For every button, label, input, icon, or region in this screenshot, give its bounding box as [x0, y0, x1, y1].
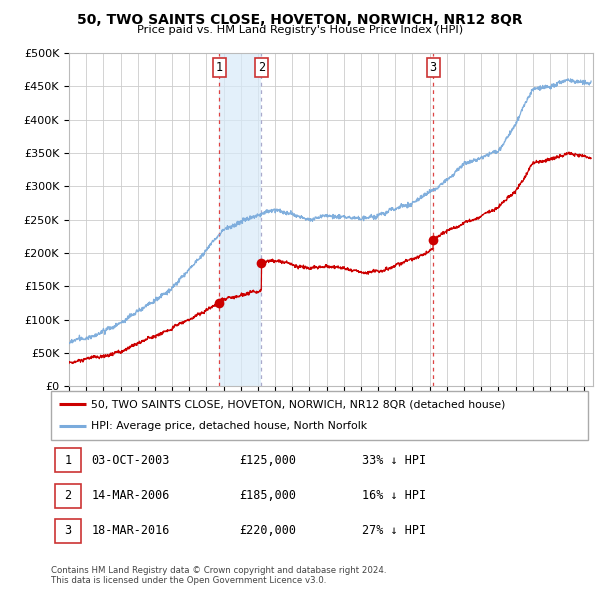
Text: Price paid vs. HM Land Registry's House Price Index (HPI): Price paid vs. HM Land Registry's House … — [137, 25, 463, 35]
FancyBboxPatch shape — [55, 519, 80, 543]
FancyBboxPatch shape — [51, 391, 588, 440]
Text: 18-MAR-2016: 18-MAR-2016 — [91, 525, 170, 537]
Text: 3: 3 — [64, 525, 71, 537]
Text: 33% ↓ HPI: 33% ↓ HPI — [362, 454, 427, 467]
Text: 50, TWO SAINTS CLOSE, HOVETON, NORWICH, NR12 8QR (detached house): 50, TWO SAINTS CLOSE, HOVETON, NORWICH, … — [91, 399, 506, 409]
Text: £185,000: £185,000 — [239, 489, 296, 502]
Text: 03-OCT-2003: 03-OCT-2003 — [91, 454, 170, 467]
Text: HPI: Average price, detached house, North Norfolk: HPI: Average price, detached house, Nort… — [91, 421, 367, 431]
Text: £125,000: £125,000 — [239, 454, 296, 467]
Text: Contains HM Land Registry data © Crown copyright and database right 2024.
This d: Contains HM Land Registry data © Crown c… — [51, 566, 386, 585]
Text: 3: 3 — [430, 61, 437, 74]
Text: 1: 1 — [216, 61, 223, 74]
Bar — [219, 53, 262, 386]
Text: 14-MAR-2006: 14-MAR-2006 — [91, 489, 170, 502]
Text: 27% ↓ HPI: 27% ↓ HPI — [362, 525, 427, 537]
Text: 50, TWO SAINTS CLOSE, HOVETON, NORWICH, NR12 8QR: 50, TWO SAINTS CLOSE, HOVETON, NORWICH, … — [77, 13, 523, 27]
Text: 2: 2 — [258, 61, 265, 74]
FancyBboxPatch shape — [55, 484, 80, 507]
Text: £220,000: £220,000 — [239, 525, 296, 537]
FancyBboxPatch shape — [55, 448, 80, 472]
Text: 2: 2 — [64, 489, 71, 502]
Text: 1: 1 — [64, 454, 71, 467]
Text: 16% ↓ HPI: 16% ↓ HPI — [362, 489, 427, 502]
